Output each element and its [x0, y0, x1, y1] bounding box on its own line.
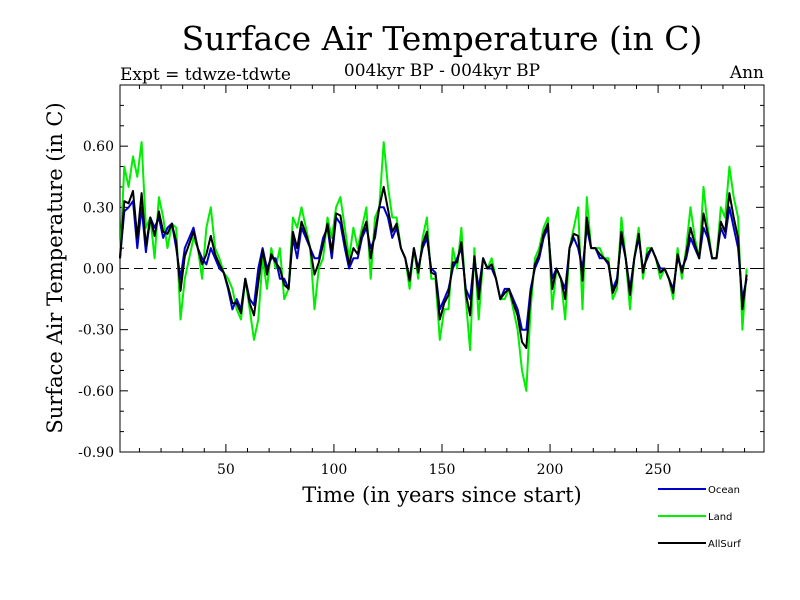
season-label: Ann [729, 63, 764, 83]
chart-title: Surface Air Temperature (in C) [182, 19, 703, 58]
legend: Ocean Land AllSurf [658, 485, 741, 550]
x-axis-label: Time (in years since start) [302, 483, 581, 507]
y-tick-label: -0.90 [78, 445, 114, 461]
y-tick-label: -0.60 [78, 384, 114, 400]
legend-label-ocean: Ocean [708, 485, 740, 496]
series-line-ocean [119, 200, 748, 331]
y-tick-label: 0.00 [83, 262, 114, 278]
legend-item-allsurf: AllSurf [658, 539, 741, 550]
legend-label-allsurf: AllSurf [708, 539, 741, 550]
series-line-land [119, 141, 748, 392]
x-tick-label: 100 [321, 462, 348, 478]
legend-item-ocean: Ocean [658, 485, 740, 496]
y-tick-label: 0.60 [83, 139, 114, 155]
y-tick-label: 0.30 [83, 200, 114, 216]
expt-label: Expt = tdwze-tdwte [120, 65, 291, 85]
legend-label-land: Land [708, 512, 732, 523]
axis-ticks [120, 84, 764, 453]
series-layer [119, 141, 748, 392]
x-tick-label: 50 [217, 462, 235, 478]
series-line-allsurf [119, 185, 748, 349]
tick-labels: -0.90 -0.60 -0.30 0.00 0.30 0.60 50 100 150 200 25… [78, 139, 671, 478]
y-axis-label: Surface Air Temperature (in C) [43, 102, 67, 433]
x-tick-label: 200 [537, 462, 564, 478]
legend-item-land: Land [658, 512, 732, 523]
x-tick-label: 150 [429, 462, 456, 478]
y-tick-label: -0.30 [78, 323, 114, 339]
chart-subtitle: 004kyr BP - 004kyr BP [344, 61, 540, 81]
x-tick-label: 250 [645, 462, 672, 478]
